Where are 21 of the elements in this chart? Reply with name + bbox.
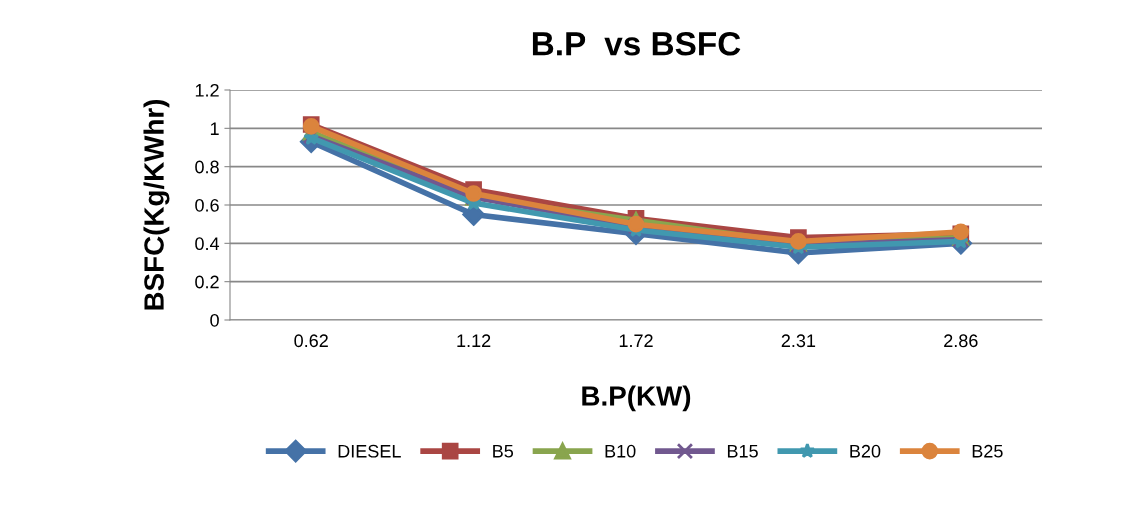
y-tick-label: 0.6 xyxy=(195,198,219,212)
legend-label: B25 xyxy=(972,444,1003,458)
y-tick-label: 0.8 xyxy=(195,160,219,174)
legend-label: B5 xyxy=(493,445,514,458)
x-tick-label: 2.86 xyxy=(944,334,978,348)
x-axis-title: B.P(KW) xyxy=(582,385,691,412)
legend-label: B10 xyxy=(605,444,636,458)
legend-label: B20 xyxy=(850,444,881,458)
y-tick-label: 0 xyxy=(210,313,219,327)
y-tick-label: 1.2 xyxy=(195,83,219,97)
y-axis-title: BSFC(Kg/KWhr) xyxy=(143,99,170,310)
x-tick-label: 2.31 xyxy=(781,334,816,348)
legend-label: B15 xyxy=(727,445,758,458)
chart-title: B.P vs BSFC xyxy=(532,32,741,56)
y-tick-label: 0.4 xyxy=(195,237,220,251)
y-tick-label: 0.2 xyxy=(195,275,219,289)
legend-label: DIESEL xyxy=(338,444,401,458)
x-tick-label: 0.62 xyxy=(294,334,328,348)
y-tick-label: 1 xyxy=(210,122,219,135)
x-tick-label: 1.72 xyxy=(619,334,653,347)
x-tick-label: 1.12 xyxy=(457,334,491,347)
